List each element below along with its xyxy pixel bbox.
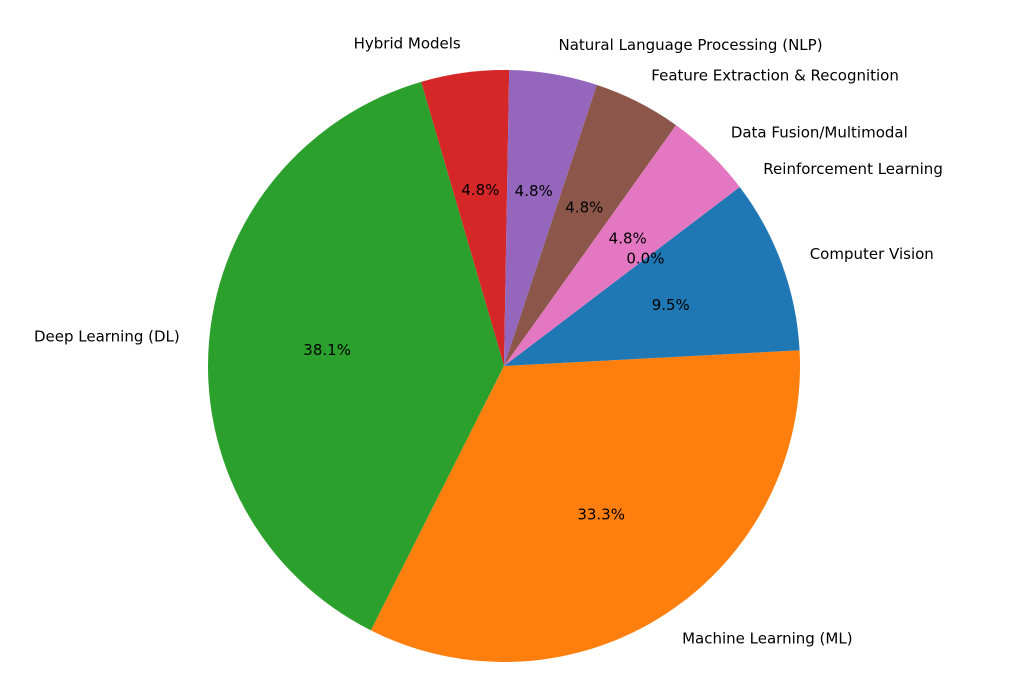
percentage-labels: 4.8% 38.1% 33.3% 9.5% 0.0% 4.8% 4.8% 4.8% [303, 181, 689, 524]
category-labels: Hybrid Models Deep Learning (DL) Machine L… [34, 34, 943, 647]
pie-slice-feature-extraction-recognition [504, 84, 676, 367]
pie-slice-computer-vision [504, 186, 800, 366]
pct-label-machine-learning-ml: 33.3% [577, 506, 625, 524]
category-label-machine-learning-ml: Machine Learning (ML) [682, 630, 852, 648]
pie-slice-hybrid-models [421, 70, 510, 366]
pct-label-deep-learning-dl: 38.1% [303, 341, 351, 359]
pct-label-feature-extraction-recognition: 4.8% [565, 199, 603, 217]
pie-slice-natural-language-processing-nlp [504, 70, 597, 367]
pct-label-data-fusion-multimodal: 4.8% [609, 230, 647, 248]
pie-slice-machine-learning-ml [370, 350, 801, 663]
pie-slice-deep-learning-dl [207, 81, 505, 631]
category-label-natural-language-processing-nlp: Natural Language Processing (NLP) [558, 36, 822, 54]
category-label-deep-learning-dl: Deep Learning (DL) [34, 327, 180, 345]
category-label-hybrid-models: Hybrid Models [354, 34, 461, 52]
pct-label-hybrid-models: 4.8% [461, 181, 499, 199]
category-label-feature-extraction-recognition: Feature Extraction & Recognition [651, 67, 899, 85]
category-label-computer-vision: Computer Vision [810, 245, 934, 263]
category-label-reinforcement-learning: Reinforcement Learning [763, 160, 943, 178]
pie-slices [207, 70, 801, 663]
pct-label-computer-vision: 9.5% [652, 296, 690, 314]
pie-slice-data-fusion-multimodal [504, 125, 740, 366]
pct-label-reinforcement-learning: 0.0% [626, 250, 664, 268]
category-label-data-fusion-multimodal: Data Fusion/Multimodal [731, 123, 908, 141]
pct-label-natural-language-processing-nlp: 4.8% [515, 182, 553, 200]
